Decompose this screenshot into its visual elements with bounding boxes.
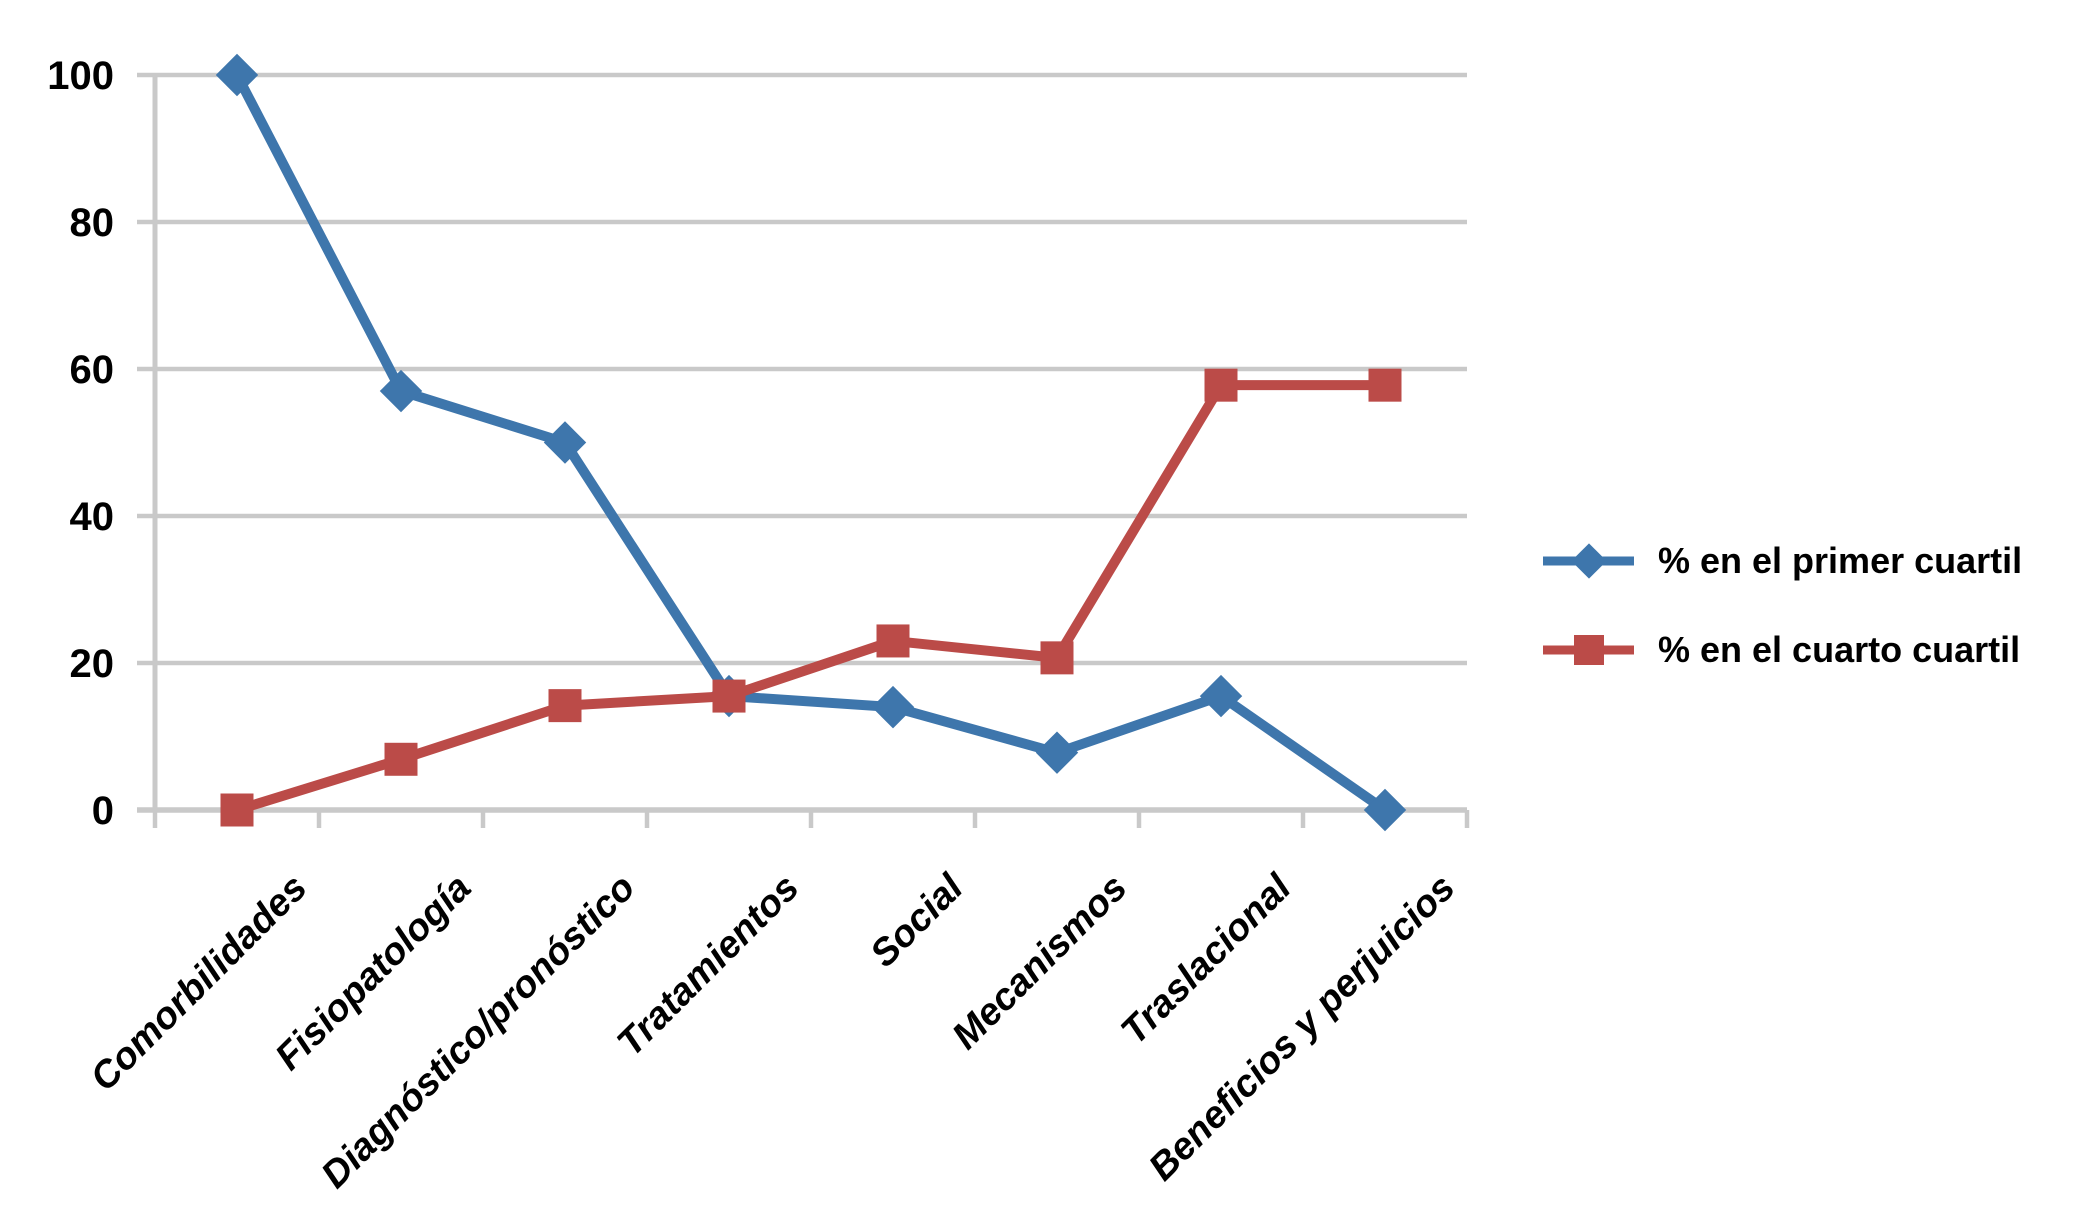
x-axis-labels: ComorbilidadesFisiopatologíaDiagnóstico/… <box>83 866 1464 1197</box>
square-marker <box>1204 368 1238 402</box>
square-marker <box>876 624 910 658</box>
series-line-cuarto-cuartil <box>232 380 1390 815</box>
diamond-marker <box>1035 731 1079 774</box>
x-category-label: Traslacional <box>1113 866 1300 1053</box>
x-category-label: Diagnóstico/pronóstico <box>314 867 644 1197</box>
x-category-label: Comorbilidades <box>83 867 316 1100</box>
diamond-marker <box>215 53 259 97</box>
diamond-marker <box>1199 674 1243 718</box>
y-axis-tick-label: 20 <box>70 642 115 686</box>
legend-square-marker <box>1574 635 1604 665</box>
y-axis-tick-label: 40 <box>70 495 115 539</box>
diamond-marker <box>1363 788 1407 832</box>
x-category-label: Mecanismos <box>944 867 1135 1058</box>
x-category-label: Beneficios y perjuicios <box>1141 867 1463 1189</box>
series-layer <box>215 53 1407 832</box>
square-marker <box>384 742 418 776</box>
y-axis-tick-label: 80 <box>70 201 115 245</box>
series-line-primer-cuartil <box>232 70 1390 815</box>
legend-swatches <box>1543 543 1634 665</box>
legend-label-primer-cuartil: % en el primer cuartil <box>1658 540 2022 581</box>
diamond-marker <box>379 369 423 413</box>
y-axis-labels: 0 20 40 60 80 100 <box>47 54 114 833</box>
square-marker <box>712 679 746 713</box>
x-category-label: Social <box>863 866 973 976</box>
y-axis-tick-label: 0 <box>92 789 114 833</box>
legend: % en el primer cuartil % en el cuarto cu… <box>1543 540 2022 670</box>
y-axis-tick-label: 60 <box>70 348 115 392</box>
legend-diamond-marker <box>1571 543 1607 579</box>
square-marker <box>220 793 254 827</box>
diamond-marker <box>871 685 915 729</box>
square-marker <box>1040 641 1074 675</box>
y-axis-tick-label: 100 <box>47 54 114 98</box>
grid-layer <box>137 72 1467 813</box>
square-marker <box>1368 368 1402 402</box>
axis-layer <box>152 73 1470 828</box>
legend-label-cuarto-cuartil: % en el cuarto cuartil <box>1658 629 2020 670</box>
square-marker <box>548 689 582 723</box>
